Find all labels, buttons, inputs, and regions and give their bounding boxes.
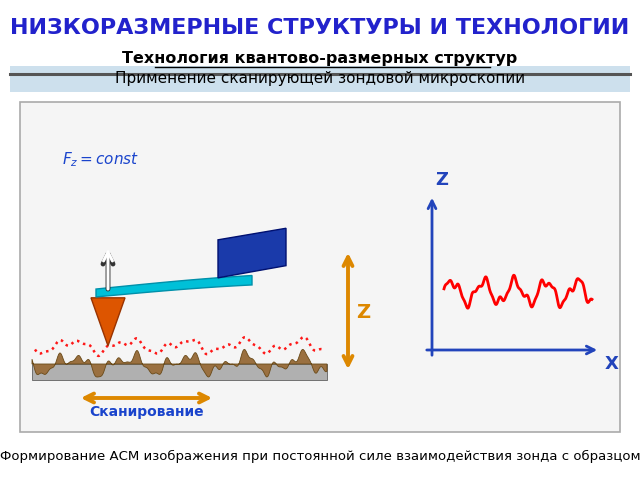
Polygon shape (96, 276, 252, 297)
Text: Применение сканирующей зондовой микроскопии: Применение сканирующей зондовой микроско… (115, 72, 525, 86)
Text: Z: Z (356, 302, 370, 322)
Text: Формирование АСМ изображения при постоянной силе взаимодействия зонда с образцом: Формирование АСМ изображения при постоян… (0, 449, 640, 463)
FancyBboxPatch shape (20, 102, 620, 432)
Text: Z: Z (436, 171, 449, 189)
Polygon shape (32, 349, 327, 377)
FancyBboxPatch shape (32, 364, 327, 380)
Text: $F_z = const$: $F_z = const$ (62, 151, 140, 169)
Text: НИЗКОРАЗМЕРНЫЕ СТРУКТУРЫ И ТЕХНОЛОГИИ: НИЗКОРАЗМЕРНЫЕ СТРУКТУРЫ И ТЕХНОЛОГИИ (10, 18, 630, 38)
Text: X: X (605, 355, 619, 373)
Polygon shape (218, 228, 286, 278)
Text: Сканирование: Сканирование (90, 405, 204, 419)
Text: Технология квантово-размерных структур: Технология квантово-размерных структур (122, 50, 518, 65)
Polygon shape (91, 298, 125, 346)
FancyBboxPatch shape (10, 66, 630, 92)
